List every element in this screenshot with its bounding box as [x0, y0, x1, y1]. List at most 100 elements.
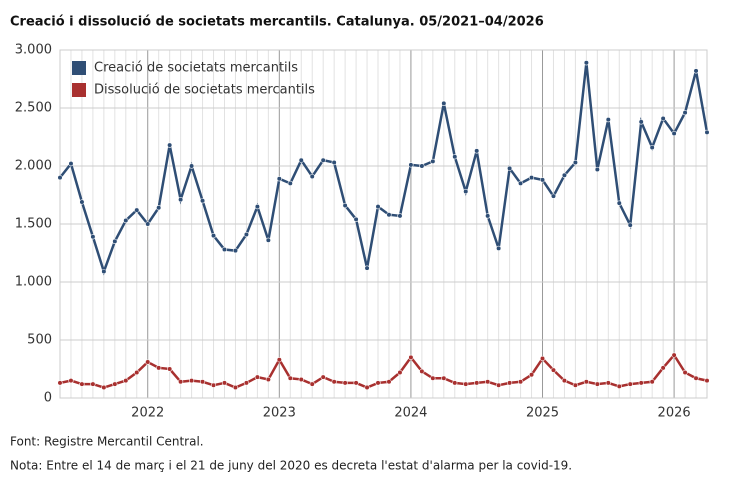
point — [68, 378, 74, 384]
point — [507, 165, 513, 171]
point — [199, 379, 206, 385]
point — [605, 380, 611, 386]
point — [627, 381, 633, 387]
point — [254, 204, 260, 210]
point — [364, 265, 370, 271]
point — [485, 213, 491, 219]
point — [583, 60, 589, 66]
point — [386, 379, 392, 385]
point — [178, 379, 184, 385]
point — [452, 154, 458, 160]
point — [430, 158, 436, 164]
point — [649, 379, 655, 385]
point — [517, 180, 524, 186]
point — [210, 233, 217, 239]
point — [167, 366, 173, 372]
point — [441, 375, 447, 381]
point — [627, 222, 633, 228]
point — [430, 375, 436, 381]
point — [167, 142, 173, 148]
point — [123, 217, 129, 224]
point — [671, 352, 677, 358]
x-tick-label: 2026 — [658, 406, 691, 421]
point — [474, 380, 480, 386]
point — [375, 204, 381, 210]
chart-title: Creació i dissolució de societats mercan… — [10, 15, 544, 30]
point — [331, 379, 337, 385]
y-tick-label: 1.000 — [15, 275, 52, 290]
point — [243, 380, 250, 386]
y-tick-label: 2.500 — [15, 101, 52, 116]
point — [517, 379, 524, 385]
point — [693, 375, 699, 381]
point — [485, 379, 491, 385]
point — [496, 245, 502, 251]
point — [594, 166, 600, 173]
x-tick-label: 2023 — [263, 406, 296, 421]
point — [134, 207, 140, 213]
point — [463, 188, 469, 195]
point — [188, 163, 195, 169]
point — [660, 115, 666, 122]
legend-label: Dissolució de societats mercantils — [94, 83, 315, 98]
point — [616, 200, 622, 206]
point — [265, 237, 271, 243]
source-note: Font: Registre Mercantil Central. — [10, 435, 204, 449]
point — [693, 68, 699, 74]
footnote: Nota: Entre el 14 de març i el 21 de jun… — [10, 459, 572, 473]
point — [528, 372, 535, 378]
point — [496, 382, 502, 388]
point — [704, 378, 710, 384]
point — [287, 375, 293, 381]
point — [112, 238, 118, 244]
y-tick-label: 2.000 — [15, 159, 52, 174]
point — [265, 376, 271, 383]
point — [254, 374, 260, 380]
legend-swatch — [72, 61, 86, 75]
point — [594, 381, 600, 387]
y-tick-label: 1.500 — [15, 217, 52, 232]
point — [507, 380, 513, 386]
point — [539, 355, 546, 362]
point — [572, 382, 579, 388]
point — [101, 268, 107, 275]
legend-label: Creació de societats mercantils — [94, 61, 298, 76]
point — [221, 246, 228, 253]
point — [364, 384, 370, 391]
point — [145, 221, 151, 227]
point — [57, 175, 63, 181]
point — [419, 368, 425, 374]
point — [178, 197, 184, 203]
point — [463, 381, 469, 387]
point — [276, 357, 282, 363]
point — [605, 116, 611, 123]
point — [397, 369, 403, 376]
x-tick-label: 2025 — [526, 406, 559, 421]
point — [276, 176, 282, 182]
point — [156, 205, 162, 211]
point — [232, 384, 239, 391]
point — [68, 161, 74, 167]
point — [309, 173, 315, 180]
point — [112, 381, 118, 387]
plot-border — [59, 49, 708, 399]
point — [199, 198, 206, 204]
point — [638, 380, 644, 386]
point — [550, 367, 557, 373]
point — [320, 157, 326, 163]
point — [232, 248, 239, 254]
series-line — [59, 62, 709, 276]
point — [298, 157, 304, 163]
point — [57, 380, 63, 386]
point — [188, 378, 195, 384]
point — [243, 231, 250, 238]
point — [353, 380, 359, 386]
point — [342, 380, 348, 386]
point — [134, 369, 140, 376]
point — [539, 177, 546, 183]
point — [320, 374, 326, 380]
point — [474, 148, 480, 154]
legend-swatch — [72, 83, 86, 97]
point — [452, 380, 458, 386]
